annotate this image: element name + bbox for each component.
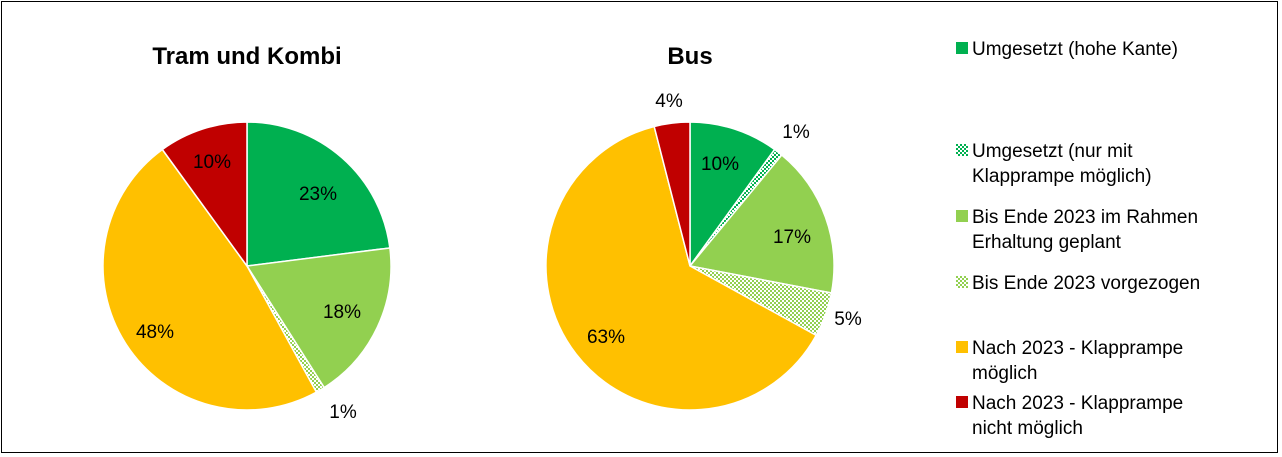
- legend-label-klapprampe-moeglich-line1: Nach 2023 - Klapprampe: [972, 338, 1183, 359]
- pie-1-label-yellow: 48%: [136, 322, 174, 343]
- legend-label-nur-klapprampe-line2: Klapprampe möglich): [972, 166, 1152, 187]
- legend-label-klapprampe-nicht-moeglich-line2: nicht möglich: [972, 418, 1083, 439]
- legend-label-erhaltung-line2: Erhaltung geplant: [972, 232, 1122, 253]
- pie-1-label-red: 10%: [193, 152, 231, 173]
- legend-label-vorgezogen: Bis Ende 2023 vorgezogen: [972, 273, 1200, 294]
- pie-2-label-vorgezogen: 5%: [834, 309, 862, 330]
- legend-swatch-hohe-kante: [956, 42, 968, 54]
- pie-1-label-lightgreen: 18%: [323, 302, 361, 323]
- legend-label-erhaltung-line1: Bis Ende 2023 im Rahmen: [972, 207, 1198, 228]
- pie-2-label-nur-klapprampe: 1%: [782, 122, 810, 143]
- legend-label-hohe-kante: Umgesetzt (hohe Kante): [972, 39, 1178, 60]
- pie-1-label-green: 23%: [299, 184, 337, 205]
- pie-1-label-vorgezogen: 1%: [329, 402, 357, 423]
- pie-2-label-green: 10%: [701, 154, 739, 175]
- pie-bus: [546, 122, 834, 410]
- pie-2-label-lightgreen: 17%: [773, 227, 811, 248]
- pie-tram-kombi: [103, 122, 391, 410]
- pie-2-label-red: 4%: [655, 91, 683, 112]
- legend: Umgesetzt (hohe Kante) Umgesetzt (nur mi…: [956, 39, 1200, 439]
- pie-2-title: Bus: [667, 43, 712, 70]
- legend-swatch-vorgezogen: [956, 276, 968, 288]
- legend-swatch-klapprampe-nicht-moeglich: [956, 396, 968, 408]
- pie-2-label-yellow: 63%: [587, 327, 625, 348]
- legend-label-klapprampe-nicht-moeglich-line1: Nach 2023 - Klapprampe: [972, 393, 1183, 414]
- legend-label-klapprampe-moeglich-line2: möglich: [972, 363, 1037, 384]
- legend-swatch-klapprampe-moeglich: [956, 341, 968, 353]
- legend-swatch-nur-klapprampe: [956, 144, 968, 156]
- legend-swatch-erhaltung: [956, 210, 968, 222]
- pie-1-title: Tram und Kombi: [152, 43, 341, 70]
- legend-label-nur-klapprampe-line1: Umgesetzt (nur mit: [972, 141, 1133, 162]
